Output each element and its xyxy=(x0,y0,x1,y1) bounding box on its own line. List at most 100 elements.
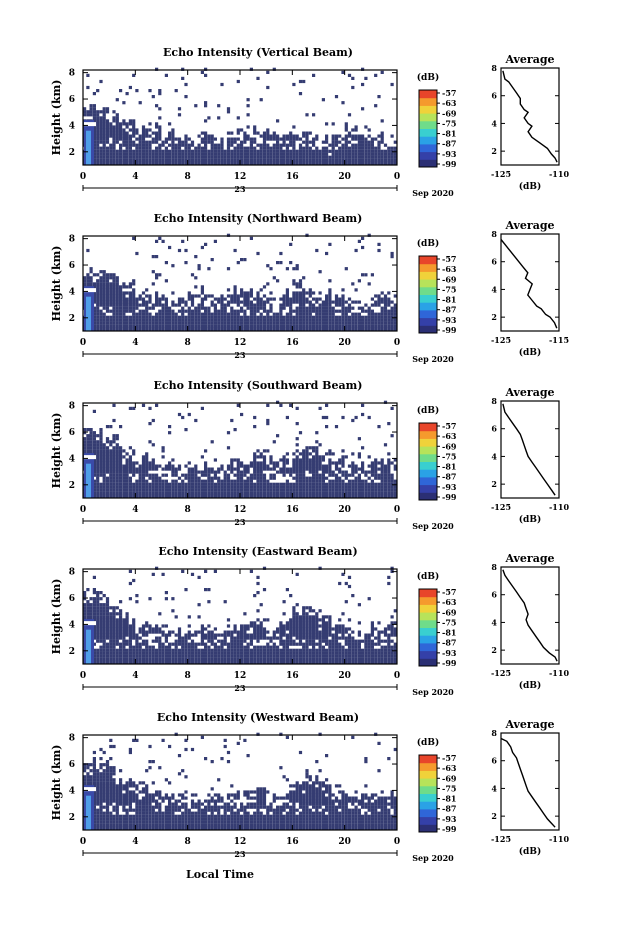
echo-cell xyxy=(181,310,184,313)
echo-cell xyxy=(299,310,302,313)
echo-cell xyxy=(122,474,125,477)
echo-cell xyxy=(184,486,187,489)
echo-cell xyxy=(364,634,367,637)
echo-cell xyxy=(338,477,341,480)
echo-cell xyxy=(302,606,305,609)
echo-cell xyxy=(145,634,148,637)
echo-cell xyxy=(171,486,174,489)
echo-cell xyxy=(319,150,322,153)
echo-cell xyxy=(142,489,145,492)
echo-cell xyxy=(348,310,351,313)
echo-cell xyxy=(266,492,269,495)
echo-cell xyxy=(109,649,112,652)
echo-cell xyxy=(194,486,197,489)
echo-cell xyxy=(279,655,282,658)
echo-cell xyxy=(139,144,142,147)
echo-cell xyxy=(355,153,358,156)
echo-cell xyxy=(145,458,148,461)
echo-cell xyxy=(201,246,204,249)
echo-cell xyxy=(338,643,341,646)
echo-cell xyxy=(289,261,292,264)
echo-cell xyxy=(250,294,253,297)
echo-cell xyxy=(345,492,348,495)
echo-cell xyxy=(237,404,240,407)
echo-cell xyxy=(112,637,115,640)
echo-cell xyxy=(250,150,253,153)
echo-cell xyxy=(315,471,318,474)
echo-cell xyxy=(332,627,335,630)
echo-cell xyxy=(93,600,96,603)
echo-cell xyxy=(148,325,151,328)
echo-cell xyxy=(368,282,371,285)
echo-cell xyxy=(296,319,299,322)
echo-cell xyxy=(234,655,237,658)
echo-cell xyxy=(335,640,338,643)
echo-cell xyxy=(384,325,387,328)
echo-cell xyxy=(112,325,115,328)
echo-cell xyxy=(122,621,125,624)
echo-cell xyxy=(335,325,338,328)
echo-cell xyxy=(148,135,151,138)
echo-cell xyxy=(168,153,171,156)
echo-cell xyxy=(381,135,384,138)
echo-cell xyxy=(319,477,322,480)
echo-cell xyxy=(348,135,351,138)
echo-cell xyxy=(234,428,237,431)
echo-cell xyxy=(247,477,250,480)
echo-cell xyxy=(341,480,344,483)
echo-cell xyxy=(201,147,204,150)
echo-cell xyxy=(135,316,138,319)
echo-cell xyxy=(191,652,194,655)
echo-cell xyxy=(266,301,269,304)
echo-cell xyxy=(302,486,305,489)
echo-cell xyxy=(312,624,315,627)
echo-cell xyxy=(132,452,135,455)
echo-cell xyxy=(171,313,174,316)
echo-cell xyxy=(319,310,322,313)
echo-cell xyxy=(132,474,135,477)
echo-cell xyxy=(204,471,207,474)
echo-cell xyxy=(296,443,299,446)
echo-cell xyxy=(106,150,109,153)
echo-cell xyxy=(289,316,292,319)
echo-cell xyxy=(260,634,263,637)
echo-cell xyxy=(319,474,322,477)
echo-cell xyxy=(269,492,272,495)
echo-cell xyxy=(312,150,315,153)
echo-cell xyxy=(152,468,155,471)
echo-cell xyxy=(126,156,129,159)
echo-cell xyxy=(358,313,361,316)
echo-cell xyxy=(184,83,187,86)
echo-cell xyxy=(109,276,112,279)
echo-cell xyxy=(266,156,269,159)
echo-cell xyxy=(358,159,361,162)
echo-cell xyxy=(106,282,109,285)
echo-cell xyxy=(109,159,112,162)
echo-cell xyxy=(341,634,344,637)
echo-cell xyxy=(220,313,223,316)
echo-cell xyxy=(319,618,322,621)
echo-cell xyxy=(355,486,358,489)
echo-cell xyxy=(103,486,106,489)
echo-cell xyxy=(319,634,322,637)
echo-cell xyxy=(230,489,233,492)
echo-cell xyxy=(332,150,335,153)
echo-cell xyxy=(142,455,145,458)
echo-cell xyxy=(361,141,364,144)
echo-cell xyxy=(240,288,243,291)
x-tick-label: 4 xyxy=(132,172,138,182)
echo-cell xyxy=(384,652,387,655)
echo-cell xyxy=(207,267,210,270)
echo-cell xyxy=(348,474,351,477)
echo-cell xyxy=(181,658,184,661)
echo-cell xyxy=(227,655,230,658)
echo-cell xyxy=(283,156,286,159)
echo-cell xyxy=(198,576,201,579)
echo-cell xyxy=(178,147,181,150)
echo-cell xyxy=(345,319,348,322)
echo-cell xyxy=(381,474,384,477)
echo-cell xyxy=(335,294,338,297)
echo-cell xyxy=(129,631,132,634)
echo-cell xyxy=(119,298,122,301)
echo-cell xyxy=(148,649,151,652)
